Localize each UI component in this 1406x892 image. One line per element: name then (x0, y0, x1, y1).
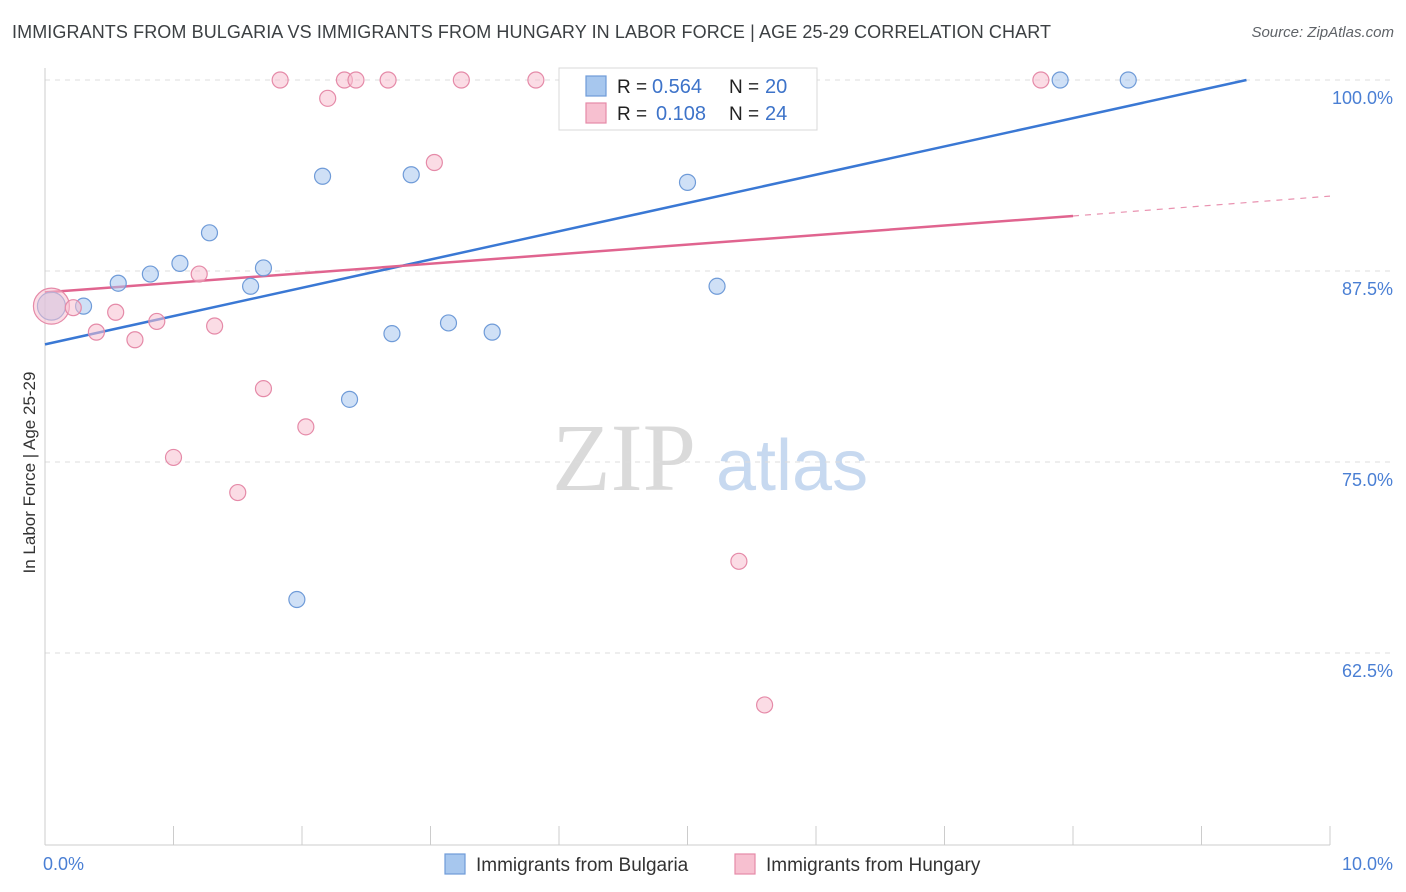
stats-n-value-bulgaria: 20 (765, 76, 787, 98)
point-bulgaria-6 (242, 277, 260, 295)
legend-label-hungary: Immigrants from Hungary (766, 855, 981, 876)
point-hungary-4 (126, 331, 144, 349)
point-bulgaria-18 (1051, 71, 1069, 89)
axes (44, 68, 1331, 846)
legend-swatch-hungary (734, 853, 756, 875)
point-hungary-12 (297, 418, 315, 436)
point-hungary-11 (271, 71, 289, 89)
point-hungary-0 (32, 287, 71, 325)
point-bulgaria-8 (288, 590, 306, 609)
point-bulgaria-12 (402, 166, 420, 184)
point-bulgaria-15 (678, 173, 697, 191)
point-bulgaria-16 (708, 277, 726, 295)
point-hungary-13 (319, 89, 337, 107)
point-bulgaria-9 (313, 167, 332, 185)
point-bulgaria-14 (483, 323, 501, 341)
trend-line-hungary-extension (1072, 195, 1331, 217)
x-tick-labels: 0.0% 10.0% (43, 854, 1393, 874)
stats-r-label-bulgaria: R = (617, 77, 647, 98)
stats-r-value-hungary: 0.108 (656, 103, 706, 125)
stats-n-value-hungary: 24 (765, 103, 787, 125)
point-bulgaria-10 (340, 390, 359, 408)
point-hungary-18 (452, 71, 470, 89)
point-hungary-8 (206, 317, 224, 335)
watermark: ZIP atlas (552, 404, 868, 511)
y-tick-label-2: 75.0% (1342, 470, 1393, 490)
trend-line-hungary (44, 214, 1074, 294)
y-tick-label-3: 62.5% (1342, 661, 1393, 681)
y-tick-label-1: 87.5% (1342, 279, 1393, 299)
point-hungary-3 (107, 303, 125, 321)
stats-r-label-hungary: R = (617, 104, 647, 125)
point-hungary-15 (347, 71, 365, 89)
point-bulgaria-13 (439, 314, 458, 332)
point-hungary-9 (229, 483, 247, 502)
point-bulgaria-5 (200, 224, 219, 242)
point-hungary-6 (164, 448, 183, 467)
point-bulgaria-11 (383, 325, 401, 343)
y-tick-labels: 100.0% 87.5% 75.0% 62.5% (1332, 88, 1393, 681)
point-bulgaria-7 (254, 259, 273, 277)
stats-n-label-bulgaria: N = (729, 77, 759, 98)
x-tick-label-1: 10.0% (1342, 854, 1393, 874)
series-legend: Immigrants from Bulgaria Immigrants from… (444, 853, 981, 876)
legend-label-bulgaria: Immigrants from Bulgaria (476, 855, 689, 876)
source-credit: Source: ZipAtlas.com (1251, 24, 1394, 41)
point-bulgaria-3 (141, 265, 159, 283)
point-hungary-5 (148, 312, 166, 331)
point-hungary-17 (425, 153, 443, 172)
stats-legend: R = 0.564 N = 20 R = 0.108 N = 24 (558, 67, 818, 131)
point-hungary-16 (379, 71, 397, 89)
point-hungary-22 (755, 696, 774, 714)
point-hungary-10 (254, 380, 273, 398)
x-tick-label-0: 0.0% (43, 854, 84, 874)
point-hungary-2 (87, 323, 106, 341)
trend-lines (44, 78, 1331, 346)
point-bulgaria-4 (171, 254, 189, 272)
chart-title: IMMIGRANTS FROM BULGARIA VS IMMIGRANTS F… (12, 22, 1052, 42)
y-tick-label-0: 100.0% (1332, 88, 1393, 108)
point-bulgaria-19 (1119, 71, 1137, 89)
point-hungary-21 (730, 552, 748, 570)
y-axis-title: In Labor Force | Age 25-29 (20, 372, 39, 574)
data-points (32, 71, 1137, 714)
point-hungary-19 (527, 71, 545, 89)
trend-line-bulgaria (44, 78, 1247, 346)
legend-swatch-bulgaria (444, 853, 466, 875)
watermark-atlas: atlas (716, 426, 868, 506)
point-hungary-7 (190, 265, 208, 283)
point-hungary-23 (1032, 71, 1050, 89)
stats-swatch-bulgaria (585, 75, 607, 97)
point-bulgaria-2 (109, 274, 127, 292)
watermark-zip: ZIP (552, 404, 696, 511)
point-hungary-1 (64, 299, 82, 317)
stats-n-label-hungary: N = (729, 104, 759, 125)
stats-r-value-bulgaria: 0.564 (652, 76, 702, 98)
stats-swatch-hungary (585, 102, 607, 124)
gridlines (45, 79, 1392, 654)
